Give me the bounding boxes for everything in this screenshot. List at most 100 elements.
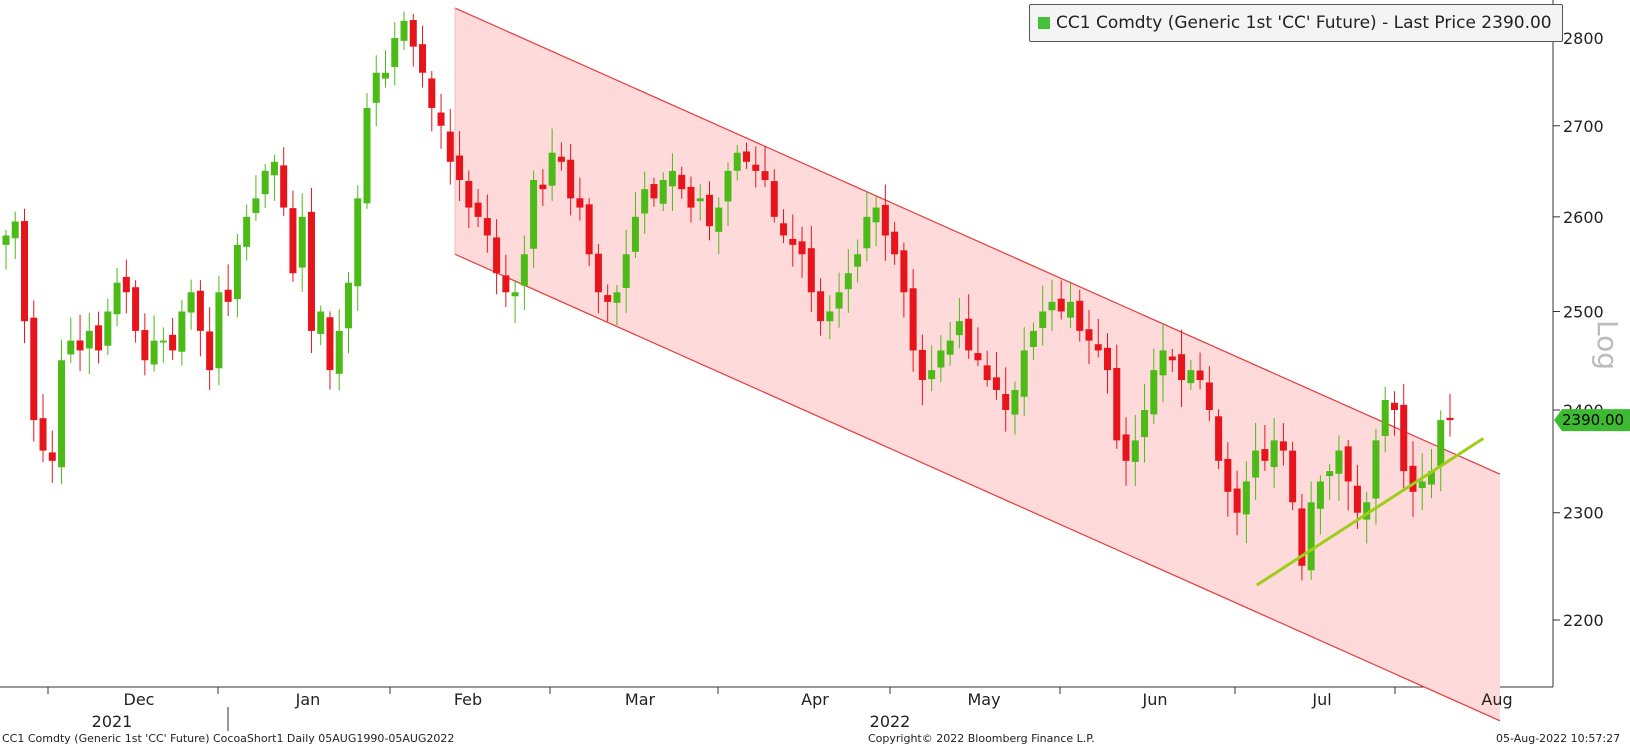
candle — [1279, 423, 1287, 466]
candle-body — [1039, 311, 1047, 328]
candle — [826, 295, 834, 340]
candle — [391, 22, 399, 86]
x-tick-label: Dec — [124, 690, 155, 709]
candle-body — [159, 340, 167, 343]
candle — [1066, 283, 1074, 329]
candle-body — [1409, 465, 1417, 492]
candle — [502, 254, 510, 307]
candle-body — [946, 340, 954, 355]
candle-body — [409, 20, 417, 47]
y-tick-label: 2700 — [1563, 117, 1604, 136]
candle-body — [733, 152, 741, 171]
candle-body — [372, 72, 380, 103]
candle — [1215, 409, 1223, 470]
axis-labels: 2200230024002500260027002800LogDecJanFeb… — [92, 29, 1630, 731]
candle-body — [1353, 485, 1361, 513]
candle-body — [937, 350, 945, 368]
candle — [354, 185, 362, 311]
candle-body — [30, 317, 38, 421]
candle — [548, 128, 556, 201]
candle — [1011, 381, 1019, 435]
candle — [539, 169, 547, 206]
candle — [409, 13, 417, 67]
candle — [113, 268, 121, 327]
candle-body — [1233, 488, 1241, 513]
candle-body — [770, 181, 778, 217]
candle — [437, 93, 445, 149]
candle — [270, 154, 278, 201]
candle — [696, 184, 704, 221]
candle-body — [1131, 440, 1139, 462]
candle-body — [1363, 502, 1371, 520]
candle-body — [659, 180, 667, 204]
candle — [1242, 461, 1250, 544]
candle — [557, 142, 565, 171]
candle-body — [974, 353, 982, 361]
candle-body — [520, 254, 528, 286]
candle-body — [1215, 416, 1223, 461]
x-tick-label: Mar — [625, 690, 656, 709]
candle-body — [955, 321, 963, 336]
candle-body — [39, 418, 47, 451]
candle — [817, 278, 825, 336]
candle-body — [881, 204, 889, 236]
candle — [1159, 324, 1167, 403]
candle — [928, 345, 936, 392]
candle — [187, 279, 195, 330]
candle-body — [419, 44, 427, 73]
candle — [363, 93, 371, 209]
candle — [1094, 318, 1102, 358]
candle — [511, 279, 519, 324]
candle — [104, 298, 112, 355]
y-tick-label: 2300 — [1563, 504, 1604, 523]
candle — [233, 234, 241, 318]
candle-body — [1048, 301, 1056, 311]
candle — [483, 194, 491, 253]
candle-body — [761, 171, 769, 181]
candle — [798, 226, 806, 278]
candle — [39, 394, 47, 463]
candle — [1168, 348, 1176, 372]
candle — [631, 191, 639, 259]
candle-body — [1400, 404, 1408, 472]
candle-body — [344, 282, 352, 329]
candle-body — [224, 289, 232, 302]
candle-body — [1381, 399, 1389, 436]
candle — [1113, 344, 1121, 449]
candle-body — [983, 365, 991, 381]
candle-body — [1122, 434, 1130, 461]
legend-label: CC1 Comdty (Generic 1st 'CC' Future) - L… — [1056, 13, 1552, 33]
candle-body — [252, 198, 260, 214]
candle — [1400, 383, 1408, 489]
footer-timestamp: 05-Aug-2022 10:57:27 — [1496, 732, 1621, 745]
year-label: 2021 — [92, 712, 133, 731]
candle-body — [705, 194, 713, 227]
footer-ticker-info: CC1 Comdty (Generic 1st 'CC' Future) Coc… — [2, 732, 455, 745]
candle — [141, 313, 149, 376]
candle — [1178, 329, 1186, 408]
candle — [261, 163, 269, 209]
y-tick-label: 2200 — [1563, 611, 1604, 630]
candle-body — [844, 273, 852, 290]
candle — [1020, 327, 1028, 416]
candle — [585, 198, 593, 267]
candle-body — [1178, 354, 1186, 381]
candle-body — [1076, 300, 1084, 331]
y-tick-label: 2500 — [1563, 302, 1604, 321]
candle — [1029, 322, 1037, 361]
candle-body — [752, 164, 760, 171]
candle — [95, 311, 103, 364]
candle — [58, 339, 66, 485]
candle — [622, 229, 630, 313]
candle — [1205, 366, 1213, 422]
candle — [567, 143, 575, 216]
candle-body — [261, 170, 269, 195]
candle-body — [909, 288, 917, 351]
candle — [863, 191, 871, 262]
y-tick-label: 2800 — [1563, 29, 1604, 48]
candle-body — [196, 290, 204, 331]
candle — [280, 147, 288, 217]
chart-legend: CC1 Comdty (Generic 1st 'CC' Future) - L… — [1029, 4, 1563, 42]
candle — [604, 284, 612, 322]
candle — [705, 181, 713, 241]
